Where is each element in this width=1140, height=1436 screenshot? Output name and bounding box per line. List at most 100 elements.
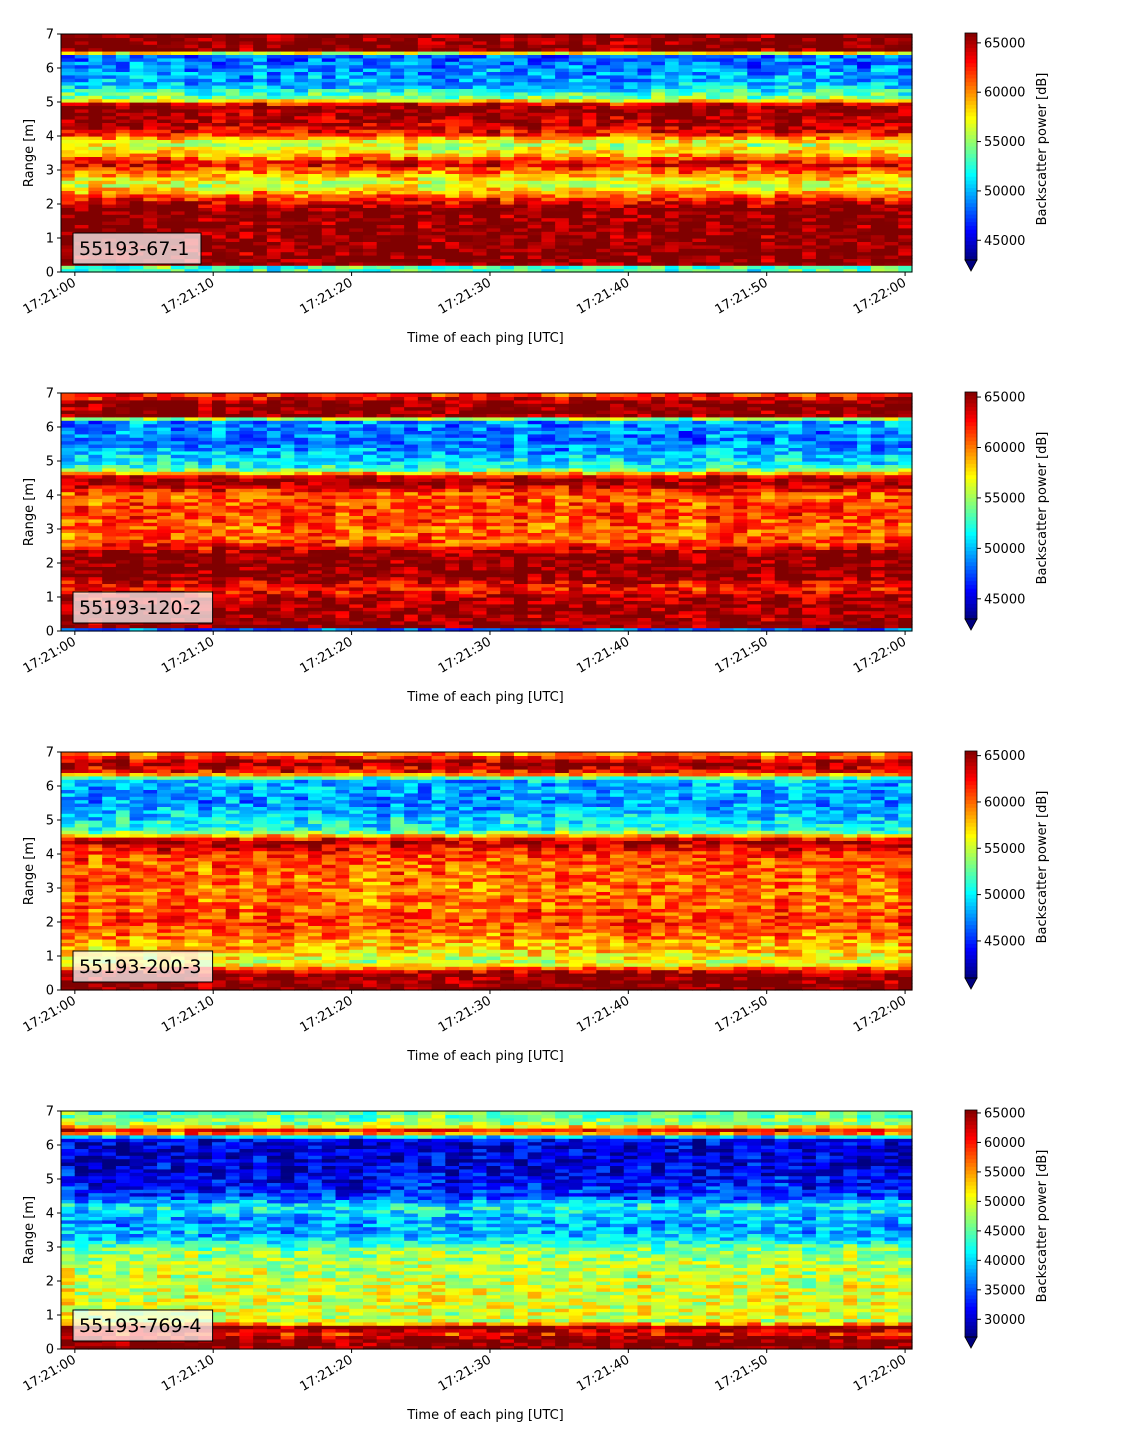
heatmap-cell bbox=[898, 255, 913, 259]
heatmap-cell bbox=[513, 115, 529, 120]
heatmap-cell bbox=[349, 40, 364, 45]
heatmap-cell bbox=[198, 91, 213, 96]
heatmap-cell bbox=[898, 251, 913, 256]
heatmap-cell bbox=[637, 204, 652, 208]
heatmap-cell bbox=[582, 176, 597, 181]
heatmap-cell bbox=[459, 78, 474, 83]
heatmap-cell bbox=[555, 176, 570, 181]
heatmap-cell bbox=[102, 61, 117, 66]
heatmap-cell bbox=[582, 102, 597, 106]
heatmap-cell bbox=[678, 64, 693, 69]
heatmap-cell bbox=[321, 102, 337, 106]
heatmap-cell bbox=[582, 258, 597, 263]
heatmap-cell bbox=[349, 176, 364, 181]
heatmap-cell bbox=[733, 71, 748, 76]
heatmap-cell bbox=[294, 132, 309, 137]
heatmap-cell bbox=[321, 129, 337, 134]
heatmap-cell bbox=[335, 47, 350, 52]
heatmap-cell bbox=[733, 105, 748, 110]
heatmap-cell bbox=[376, 85, 392, 89]
heatmap-cell bbox=[404, 78, 419, 83]
heatmap-cell bbox=[417, 166, 433, 171]
heatmap-cell bbox=[198, 224, 213, 229]
heatmap-cell bbox=[129, 563, 144, 567]
heatmap-cell bbox=[500, 234, 515, 239]
heatmap-cell bbox=[225, 64, 241, 69]
heatmap-cell bbox=[815, 156, 831, 161]
heatmap-cell bbox=[651, 227, 666, 232]
heatmap-cell bbox=[253, 197, 268, 202]
heatmap-cell bbox=[541, 204, 556, 208]
heatmap-cell bbox=[596, 54, 611, 59]
heatmap-cell bbox=[513, 183, 529, 188]
heatmap-cell bbox=[404, 64, 419, 69]
heatmap-cell bbox=[651, 261, 666, 266]
heatmap-cell bbox=[74, 187, 90, 191]
heatmap-cell bbox=[308, 78, 323, 83]
heatmap-cell bbox=[500, 170, 515, 174]
heatmap-cell bbox=[568, 34, 584, 38]
heatmap-cell bbox=[102, 529, 117, 533]
heatmap-cell bbox=[843, 238, 858, 242]
heatmap-cell bbox=[115, 176, 131, 181]
heatmap-cell bbox=[761, 115, 776, 120]
heatmap-cell bbox=[541, 125, 556, 130]
heatmap-cell bbox=[884, 210, 899, 215]
heatmap-cell bbox=[582, 71, 597, 76]
heatmap-cell bbox=[884, 105, 899, 110]
heatmap-cell bbox=[404, 44, 419, 49]
heatmap-cell bbox=[802, 108, 817, 113]
heatmap-cell bbox=[596, 125, 611, 130]
heatmap-cell bbox=[225, 146, 241, 151]
heatmap-cell bbox=[266, 258, 282, 263]
heatmap-cell bbox=[294, 238, 309, 242]
heatmap-cell bbox=[417, 74, 433, 79]
heatmap-cell bbox=[747, 258, 762, 263]
heatmap-cell bbox=[555, 64, 570, 69]
heatmap-cell bbox=[129, 586, 144, 591]
heatmap-cell bbox=[774, 251, 790, 256]
heatmap-cell bbox=[884, 258, 899, 263]
heatmap-cell bbox=[857, 91, 872, 96]
heatmap-cell bbox=[555, 183, 570, 188]
heatmap-cell bbox=[211, 255, 227, 259]
heatmap-cell bbox=[774, 255, 790, 259]
heatmap-cell bbox=[390, 210, 405, 215]
heatmap-cell bbox=[459, 64, 474, 69]
heatmap-cell bbox=[115, 542, 131, 547]
heatmap-cell bbox=[253, 227, 268, 232]
heatmap-cell bbox=[678, 112, 693, 117]
heatmap-cell bbox=[582, 227, 597, 232]
heatmap-cell bbox=[857, 61, 872, 66]
heatmap-cell bbox=[376, 61, 392, 66]
heatmap-cell bbox=[692, 224, 707, 229]
heatmap-cell bbox=[568, 112, 584, 117]
heatmap-cell bbox=[61, 488, 76, 493]
heatmap-cell bbox=[88, 529, 103, 533]
heatmap-cell bbox=[527, 136, 543, 140]
heatmap-cell bbox=[870, 119, 886, 123]
heatmap-cell bbox=[404, 88, 419, 93]
heatmap-cell bbox=[184, 98, 199, 103]
heatmap-cell bbox=[843, 255, 858, 259]
heatmap-cell bbox=[445, 231, 460, 236]
heatmap-cell bbox=[678, 91, 693, 96]
heatmap-cell bbox=[143, 583, 158, 588]
heatmap-cell bbox=[74, 68, 90, 72]
heatmap-cell bbox=[637, 119, 652, 123]
heatmap-cell bbox=[349, 244, 364, 249]
heatmap-cell bbox=[843, 88, 858, 93]
heatmap-cell bbox=[623, 183, 639, 188]
heatmap-cell bbox=[88, 552, 103, 557]
heatmap-cell bbox=[829, 210, 844, 215]
heatmap-cell bbox=[74, 193, 90, 198]
heatmap-cell bbox=[486, 98, 501, 103]
heatmap-cell bbox=[211, 102, 227, 106]
heatmap-cell bbox=[266, 146, 282, 151]
heatmap-cell bbox=[417, 197, 433, 202]
heatmap-cell bbox=[651, 197, 666, 202]
heatmap-cell bbox=[829, 98, 844, 103]
heatmap-cell bbox=[664, 197, 680, 202]
heatmap-cell bbox=[664, 122, 680, 127]
heatmap-cell bbox=[555, 132, 570, 137]
